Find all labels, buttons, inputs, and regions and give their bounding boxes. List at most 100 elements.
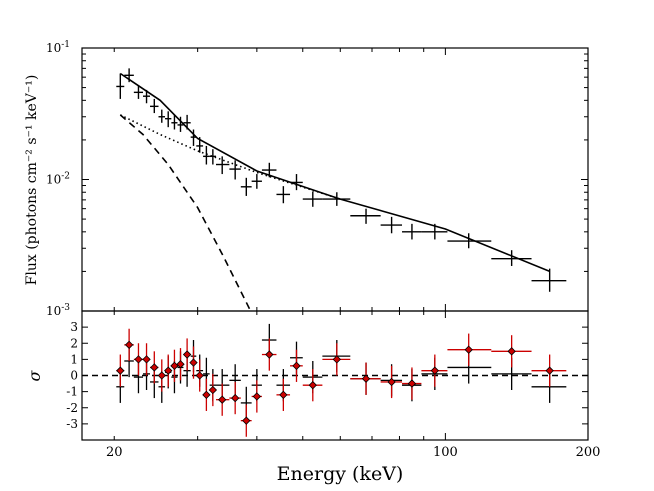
flux-data-point [165,111,172,128]
diamond-marker [332,355,341,364]
residual-red-point [216,383,230,416]
residual-red-point [195,359,204,392]
diamond-marker [195,371,204,380]
res-y-tick-label: 2 [70,336,78,350]
residual-red-point [150,351,159,384]
residual-red-point [116,354,125,387]
flux-data-point [216,156,230,175]
diamond-marker [292,361,301,370]
residual-red-point [380,365,403,399]
flux-data-point [240,177,252,196]
diamond-marker [430,366,439,375]
model-line-dashed [119,114,252,311]
flux-data-point [290,174,303,191]
flux-data-point [183,114,191,130]
y-axis-label-sigma: σ [25,369,44,381]
diamond-marker [242,416,251,425]
residual-red-point [164,354,173,387]
diamond-marker [116,366,125,375]
diamond-marker [202,390,211,400]
residual-red-point [229,381,241,415]
res-y-tick-label: -3 [66,417,78,431]
flux-data-point [196,137,204,153]
diamond-marker [176,360,185,369]
flux-data-point [203,145,210,165]
residual-red-point [261,338,277,371]
x-tick-label: 100 [433,445,458,460]
flux-frame [81,47,589,312]
residual-red-point [491,335,532,368]
residual-red-point [142,343,151,376]
flux-data-point [124,68,134,83]
flux-data-point [491,250,532,266]
diamond-marker [142,355,151,364]
flux-data-point [447,233,492,249]
residual-red-point [133,343,143,376]
diamond-marker [218,395,227,404]
diamond-marker [279,390,288,400]
res-y-tick-label: 3 [70,320,78,334]
res-y-tick-label: 0 [70,369,78,383]
residual-red-point [208,373,218,407]
x-axis-label: Energy (keV) [277,463,404,485]
x-tick-label: 200 [576,445,601,460]
diamond-marker [407,379,417,388]
residual-red-point [350,362,381,395]
residual-red-point [402,367,422,400]
diamond-marker [507,347,516,356]
residual-red-point [322,343,351,376]
diamond-marker [208,385,218,395]
flux-data-point [302,191,323,207]
x-tick-label: 20 [106,445,123,460]
flux-data-point [276,186,291,204]
res-y-tick-label: -2 [66,401,78,415]
diamond-marker [361,374,371,383]
flux-data-point [209,149,217,165]
y-tick-label: 10-3 [46,303,70,318]
res-y-tick-label: 1 [70,352,78,366]
diamond-marker [170,361,179,370]
residual-red-point [182,338,192,371]
flux-data-point [350,208,381,224]
diamond-marker [231,393,240,403]
flux-data-point [322,192,351,206]
residual-red-point [202,378,211,411]
y-tick-label: 10-2 [46,172,70,187]
flux-data-point [402,223,422,240]
residual-red-point [124,328,134,361]
diamond-marker [308,381,317,390]
residual-black-point [447,351,492,384]
residual-red-point [290,349,303,382]
flux-data-point [133,85,143,99]
flux-data-point [251,174,262,189]
residual-red-point [447,333,492,366]
residual-panel: 20 100 200 -3 -2 -1 0 1 2 3 [66,310,601,460]
diamond-marker [164,366,173,375]
diamond-marker [189,358,198,367]
diamond-marker [150,363,159,372]
flux-data-point [531,268,567,292]
axis-labels: Energy (keV) Flux (photons cm⁻² s⁻¹ keV⁻… [24,75,403,485]
residual-red-point [276,378,291,411]
diamond-marker [252,392,262,401]
diamond-marker [134,355,143,364]
flux-data-point [380,216,403,234]
residual-red-point [302,369,323,402]
flux-data-point [421,223,448,240]
residual-red-point [189,346,198,379]
model-line-solid [119,72,551,273]
diamond-marker [545,366,554,375]
residual-red-point [157,359,166,392]
flux-panel: 10-3 10-2 10-1 [46,40,589,318]
flux-data-point [150,98,159,114]
flux-data-point [171,114,178,130]
residual-red-point [421,354,448,387]
y-axis-label-flux: Flux (photons cm⁻² s⁻¹ keV⁻¹) [24,75,40,286]
residual-red-point [531,354,567,387]
residual-red-point [176,348,185,381]
residual-red-point [251,380,262,413]
flux-data-point [116,73,125,99]
y-tick-label: 10-1 [46,40,70,55]
diamond-marker [387,377,396,387]
